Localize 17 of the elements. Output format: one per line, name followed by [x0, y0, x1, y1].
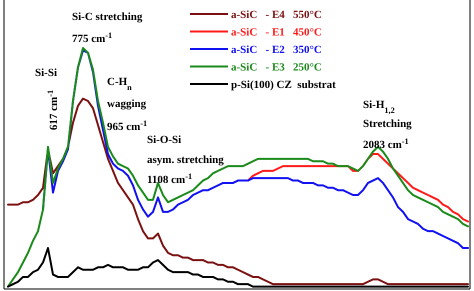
annotation: 1108 cm$^{-1}$ — [147, 172, 192, 186]
annotation: wagging — [107, 98, 147, 110]
text: Si-C stretching — [72, 11, 143, 23]
annotation: asym. stretching — [147, 154, 224, 166]
annotation: Si-Si — [35, 67, 58, 79]
legend-label: a-SiC - E2 350°C — [231, 44, 322, 56]
annotation: 2083 cm$^{-1}$ — [363, 136, 409, 151]
legend-label: a-SiC - E1 450°C — [231, 26, 322, 38]
annotation: C-H$_{n}$ — [107, 76, 132, 92]
legend-label: p-Si(100) CZ substrat — [231, 79, 336, 91]
annotation: 965 cm$^{-1}$ — [107, 118, 148, 133]
legend-label: a-SiC - E3 250°C — [231, 62, 322, 74]
annotation: Si-H$_{1,2}$ — [363, 99, 395, 114]
legend-label: a-SiC - E4 550°C — [231, 9, 322, 21]
annotation: Si-O-Si — [147, 134, 182, 146]
annotation: Stretching — [363, 118, 412, 130]
text: 775 cm$^{-1}$ — [72, 30, 112, 45]
